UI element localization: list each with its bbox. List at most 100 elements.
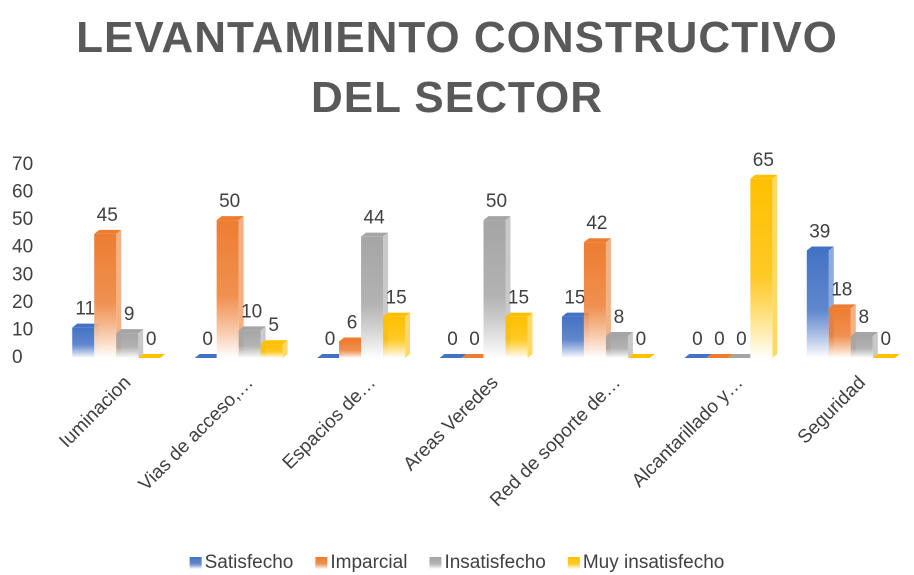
bar-top xyxy=(383,312,411,317)
bar-side xyxy=(872,331,878,358)
x-tick-label: Iuminacion xyxy=(55,372,135,452)
legend-swatch xyxy=(567,557,580,569)
data-label: 15 xyxy=(386,288,407,309)
data-label: 39 xyxy=(809,221,830,242)
x-tick-label: Espacios de… xyxy=(279,372,380,473)
bar-top xyxy=(361,232,389,237)
legend-swatch xyxy=(315,557,328,569)
bar-side xyxy=(282,340,288,358)
bar-side xyxy=(138,329,144,358)
x-tick-label: Red de soporte de… xyxy=(486,372,625,511)
data-label: 18 xyxy=(831,279,852,300)
bar-top xyxy=(605,331,633,336)
bar-top xyxy=(439,354,467,358)
data-label: 0 xyxy=(146,329,157,350)
bar-side xyxy=(116,229,122,358)
data-label: 0 xyxy=(636,329,647,350)
data-label: 8 xyxy=(858,307,869,328)
data-label: 0 xyxy=(714,329,725,350)
x-tick-label: Areas Veredes xyxy=(400,372,503,475)
chart-title: LEVANTAMIENTO CONSTRUCTIVO DEL SECTOR xyxy=(76,13,838,122)
y-tick-label: 30 xyxy=(12,264,33,285)
bar-top xyxy=(561,312,589,317)
data-label: 44 xyxy=(364,208,386,229)
bar xyxy=(238,330,261,358)
data-label: 0 xyxy=(447,329,458,350)
bar xyxy=(483,220,506,358)
bar xyxy=(750,178,773,358)
bar-top xyxy=(138,354,166,358)
y-tick-label: 0 xyxy=(12,347,23,368)
bar xyxy=(260,344,283,358)
bar-top xyxy=(238,326,266,331)
bar xyxy=(383,316,406,358)
bar-top xyxy=(806,246,834,251)
data-label: 0 xyxy=(325,329,336,350)
legend-label: Muy insatisfecho xyxy=(583,552,725,573)
bar xyxy=(216,220,239,358)
y-tick-label: 20 xyxy=(12,292,33,313)
bar-top xyxy=(72,323,100,328)
x-tick-label: Vias de acceso,… xyxy=(135,372,258,495)
x-tick-label: Alcantarillado y… xyxy=(628,372,747,491)
bar-top xyxy=(583,238,611,243)
y-tick-label: 40 xyxy=(12,237,33,258)
bar-side xyxy=(627,331,633,358)
bar xyxy=(850,335,873,358)
data-label: 8 xyxy=(614,307,625,328)
data-label: 45 xyxy=(97,205,118,226)
data-label: 0 xyxy=(469,329,480,350)
data-label: 0 xyxy=(736,329,747,350)
bar-top xyxy=(872,354,900,358)
data-label: 50 xyxy=(219,191,240,212)
y-tick-label: 10 xyxy=(12,319,33,340)
data-label: 15 xyxy=(564,288,585,309)
bar-top xyxy=(339,337,367,342)
data-label: 5 xyxy=(268,315,279,336)
data-label: 6 xyxy=(347,312,358,333)
bar-top xyxy=(728,354,756,358)
bar-top xyxy=(706,354,734,358)
bar xyxy=(583,242,606,358)
bar xyxy=(561,316,584,358)
bar-top xyxy=(461,354,489,358)
bar xyxy=(72,327,95,358)
bar xyxy=(806,250,829,358)
bar xyxy=(94,233,117,358)
bar-top xyxy=(505,312,533,317)
data-label: 10 xyxy=(241,301,262,322)
data-label: 42 xyxy=(586,213,607,234)
data-label: 65 xyxy=(753,150,774,171)
bar-side xyxy=(605,238,611,358)
legend-label: Imparcial xyxy=(330,552,407,573)
bar-top xyxy=(317,354,345,358)
bar-top xyxy=(483,216,511,221)
data-label: 11 xyxy=(75,299,95,320)
bar-top xyxy=(194,354,222,358)
bar xyxy=(116,333,139,358)
bar xyxy=(828,308,851,358)
bar-side xyxy=(527,312,533,358)
bar xyxy=(361,236,384,358)
data-label: 0 xyxy=(880,329,891,350)
bar xyxy=(339,341,362,358)
bar xyxy=(605,335,628,358)
legend-label: Insatisfecho xyxy=(444,552,545,573)
bar-top xyxy=(750,174,778,179)
bar-top xyxy=(116,329,144,334)
data-label: 9 xyxy=(124,304,135,325)
bar-top xyxy=(828,304,856,309)
legend-label: Satisfecho xyxy=(205,552,294,573)
x-tick-label: Seguridad xyxy=(794,372,870,448)
bar-top xyxy=(260,340,288,345)
bar-top xyxy=(216,216,244,221)
data-label: 50 xyxy=(486,191,507,212)
legend: Satisfecho Imparcial Insatisfecho Muy insat… xyxy=(189,552,725,573)
bar-top xyxy=(684,354,712,358)
data-label: 15 xyxy=(508,288,529,309)
data-label: 0 xyxy=(692,329,703,350)
bar-top xyxy=(850,331,878,336)
data-label: 0 xyxy=(202,329,213,350)
